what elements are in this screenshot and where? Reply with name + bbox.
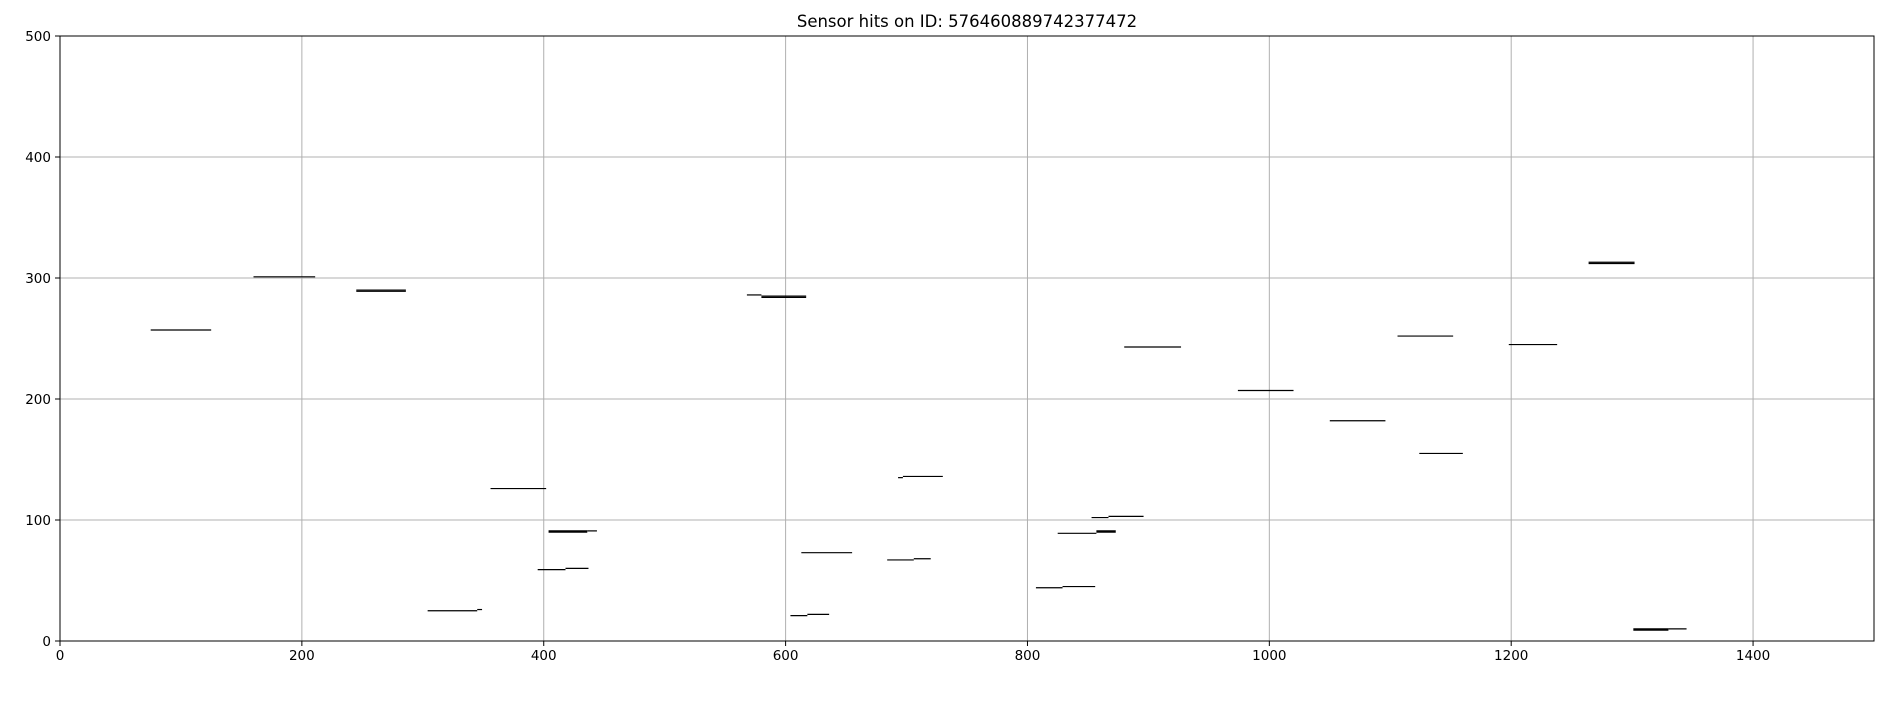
x-tick-label: 0	[56, 648, 65, 664]
x-tick-label: 1000	[1252, 648, 1286, 664]
x-tick-label: 1200	[1494, 648, 1528, 664]
tick-layer: 0 200 400 600 800 1000 1200 1400 0 100 200 300 400 50…	[25, 29, 1770, 664]
y-tick-label: 400	[25, 150, 51, 166]
y-tick-label: 300	[25, 271, 51, 287]
x-tick-label: 200	[289, 648, 315, 664]
data-layer	[150, 261, 1687, 631]
chart-title: Sensor hits on ID: 576460889742377472	[797, 12, 1137, 31]
y-tick-label: 500	[25, 29, 51, 45]
x-tick-label: 1400	[1736, 648, 1770, 664]
grid-layer	[59, 35, 1874, 642]
x-tick-label: 800	[1015, 648, 1041, 664]
x-tick-label: 600	[773, 648, 799, 664]
y-tick-label: 200	[25, 392, 51, 408]
axes-frame	[59, 35, 1875, 642]
x-tick-label: 400	[531, 648, 557, 664]
y-tick-label: 0	[42, 634, 51, 650]
y-tick-label: 100	[25, 513, 51, 529]
